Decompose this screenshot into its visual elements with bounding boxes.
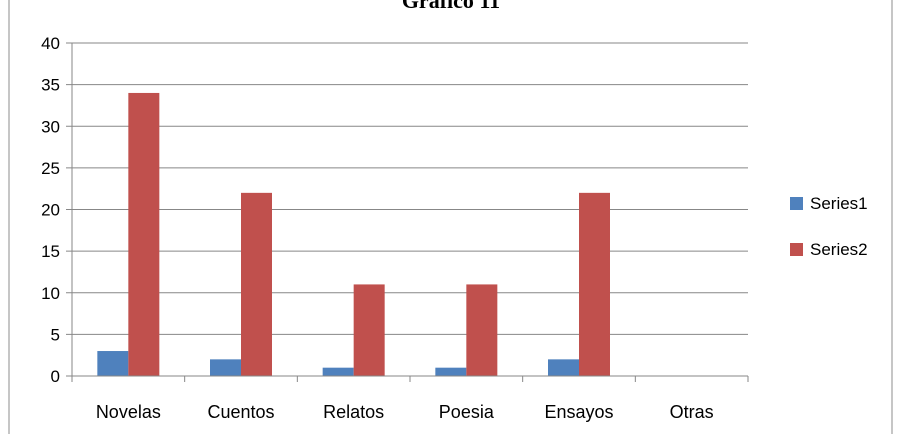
axes bbox=[71, 43, 749, 382]
bar-series1-relatos bbox=[322, 367, 354, 376]
x-tick-label: Poesia bbox=[439, 402, 495, 422]
y-tick-label: 20 bbox=[41, 201, 60, 220]
bar-series2-relatos bbox=[353, 284, 385, 376]
bar-series2-ensayos bbox=[579, 192, 610, 376]
legend-label-series2: Series2 bbox=[810, 240, 868, 259]
y-tick-label: 30 bbox=[41, 117, 60, 136]
y-tick-label: 40 bbox=[41, 34, 60, 53]
bar-series1-novelas bbox=[97, 351, 129, 376]
bar-series2-cuentos bbox=[241, 192, 272, 376]
x-tick-label: Novelas bbox=[96, 402, 161, 422]
y-tick-label: 0 bbox=[51, 367, 60, 386]
x-axis-labels: Novelas Cuentos Relatos Poesia Ensayos Otras bbox=[96, 402, 714, 422]
bars bbox=[97, 92, 610, 376]
bar-series1-cuentos bbox=[210, 359, 241, 376]
legend-swatch-series1 bbox=[790, 197, 803, 210]
y-axis-ticks: 0 5 10 15 20 25 30 35 40 bbox=[41, 34, 72, 386]
legend-swatch-series2 bbox=[790, 243, 803, 256]
y-tick-label: 15 bbox=[41, 242, 60, 261]
y-tick-label: 10 bbox=[41, 284, 60, 303]
bar-series1-ensayos bbox=[548, 359, 579, 376]
chart-title: Gráfico 11 bbox=[402, 0, 500, 13]
bar-series1-poesia bbox=[435, 367, 467, 376]
x-tick-label: Ensayos bbox=[544, 402, 613, 422]
bar-series2-poesia bbox=[466, 284, 498, 376]
y-tick-label: 25 bbox=[41, 159, 60, 178]
y-tick-label: 5 bbox=[51, 325, 60, 344]
bar-series2-novelas bbox=[128, 92, 160, 376]
x-tick-label: Relatos bbox=[323, 402, 384, 422]
gridlines bbox=[72, 42, 748, 335]
legend-label-series1: Series1 bbox=[810, 194, 868, 213]
y-tick-label: 35 bbox=[41, 76, 60, 95]
legend: Series1 Series2 bbox=[790, 194, 868, 259]
x-tick-label: Otras bbox=[670, 402, 714, 422]
x-tick-label: Cuentos bbox=[207, 402, 274, 422]
